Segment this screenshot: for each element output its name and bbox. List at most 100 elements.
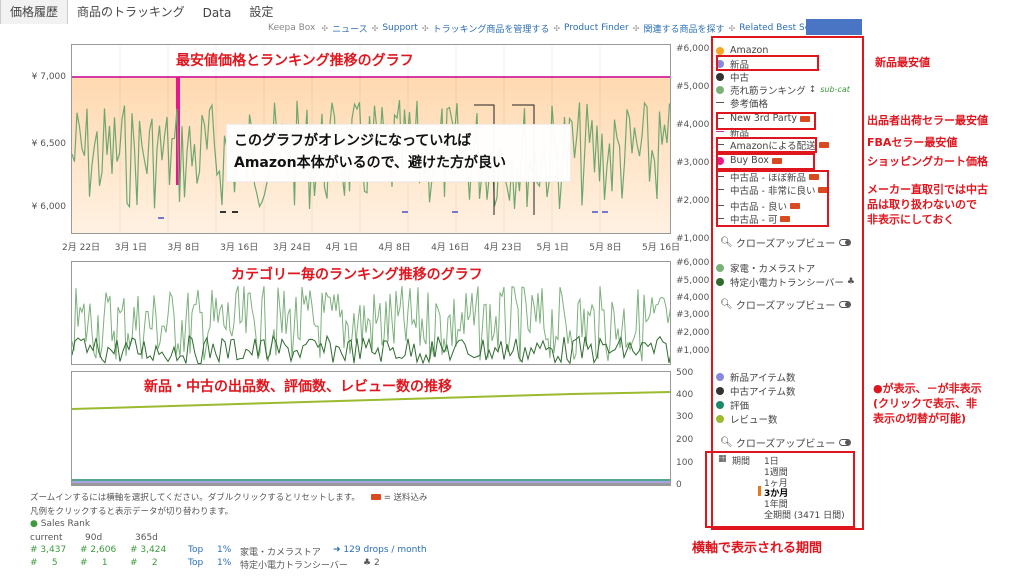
x-tick-label: 3月 24日 [272,243,311,253]
toggle-switch-icon[interactable] [839,301,852,308]
legend-label: 中古品 - 可 [730,214,778,226]
legend-item-new-3rd-party[interactable]: New 3rd Party [716,112,810,125]
legend-label: New 3rd Party [730,113,797,124]
closeup-label: クローズアップビュー [735,301,836,312]
legend-label: 新品 [730,127,750,139]
legend-dot-icon [716,156,724,165]
range-3months[interactable]: 3か月 [764,489,789,499]
shipping-truck-icon [799,115,810,122]
y-tick-rank: #5,000 [676,82,710,92]
closeup-toggle-3[interactable]: 🔍︎ クローズアップビュー [720,435,852,450]
legend-label: 中古 [730,72,750,84]
sales-rank-dot-icon: ● [30,519,38,529]
nav-link-manage-tracking[interactable]: トラッキング商品を管理する [432,24,550,35]
legend-item-list-price[interactable]: 参考価格 [716,96,768,110]
nav-link-product-finder[interactable]: Product Finder [564,23,629,33]
range-1month[interactable]: 1ヶ月 [764,479,788,489]
legend-item-sales-rank[interactable]: 売れ筋ランキング ↕ sub-cat [716,83,850,97]
legend-item-used-acceptable[interactable]: 中古品 - 可 [716,212,791,226]
row1-90d: # 2,606 [80,545,117,555]
nav-link-support[interactable]: Support [382,23,418,33]
legend-item-used-good[interactable]: 中古品 - 良い [716,199,800,213]
legend-item-used-very-good[interactable]: 中古品 - 非常に良い [716,183,829,197]
y-tick-rank: #6,000 [676,44,710,54]
y-tick-rank: #2,000 [676,328,710,338]
tab-price-history[interactable]: 価格履歴 [0,0,69,24]
y-tick-price: ¥ 6,500 [31,139,66,149]
toggle-switch-icon[interactable] [839,439,852,446]
legend-item-used[interactable]: 中古 [716,70,750,84]
legend-dot-icon [716,72,724,81]
x-tick-label: 4月 23日 [483,243,522,253]
legend-dot-icon [716,277,724,286]
y-tick-rank: #2,000 [676,196,710,206]
y-tick-count: 0 [676,480,682,490]
y-tick-price: ¥ 7,000 [31,72,66,82]
hierarchy-icon: ♣ [846,276,855,287]
category-rank-chart[interactable] [71,261,671,365]
nav-link-related-products[interactable]: 関連する商品を探す [643,24,725,35]
closeup-toggle-1[interactable]: 🔍︎ クローズアップビュー [720,235,852,250]
offer-marker [402,211,408,213]
legend-label: 新品 [730,59,750,71]
legend-item-review-count[interactable]: レビュー数 [716,412,778,426]
legend-dash-icon [716,205,724,206]
y-tick-count: 400 [676,390,694,400]
range-1year[interactable]: 1年間 [764,500,788,510]
tab-tracking[interactable]: 商品のトラッキング [77,5,185,19]
legend-item-used-like-new[interactable]: 中古品 - ほぼ新品 [716,170,819,184]
row2-extra: ♣ 2 [363,558,380,568]
x-tick-label: 4月 8日 [378,243,411,253]
legend-item-category[interactable]: 家電・カメラストア [716,261,816,275]
legend-item-rating[interactable]: 評価 [716,398,749,412]
toggle-switch-icon[interactable] [839,239,852,246]
closeup-toggle-2[interactable]: 🔍︎ クローズアップビュー [720,297,852,312]
calendar-icon: ▦ [718,454,727,464]
legend-item-new-pink[interactable]: 新品 [716,125,750,139]
legend-item-used-count[interactable]: 中古アイテム数 [716,384,796,398]
category-rank-chart-svg [72,285,670,364]
nav-link-related-best-sellers[interactable]: Related Best Sellers [739,23,830,33]
range-all[interactable]: 全期間 (3471 日間) [764,511,845,521]
row1-pct: 1% [217,545,232,555]
nav-blue-button[interactable] [806,19,862,35]
note-third-party: 出品者出荷セラー最安値 [867,114,988,127]
legend-item-new-count[interactable]: 新品アイテム数 [716,370,796,384]
value: 1 [101,558,108,568]
range-1day[interactable]: 1日 [764,457,779,467]
tab-settings[interactable]: 設定 [249,5,274,19]
zoom-hint-text: ズームインするには横軸を選択してください。ダブルクリックするとリセットします。 [30,493,360,503]
legend-item-subcategory[interactable]: 特定小電力トランシーバー ♣ [716,275,855,289]
subcategory-rank-line [72,334,670,364]
nav-separator-icon: ✣ [553,23,561,33]
x-tick-label: 5月 8日 [589,243,622,253]
range-1week[interactable]: 1週間 [764,468,788,478]
legend-item-new[interactable]: 新品 [716,57,750,71]
tab-data[interactable]: Data [202,6,232,20]
x-tick-label: 5月 1日 [536,243,569,253]
y-tick-rank: #6,000 [676,258,710,268]
legend-label: 新品アイテム数 [730,372,796,384]
note-toggle: ●が表示、－が非表示 (クリックで表示、非 表示の切替が可能) [873,381,982,426]
offer-marker [602,211,608,213]
offers-reviews-chart[interactable] [71,371,671,486]
chart1-markers [158,211,608,219]
legend-item-buybox[interactable]: Buy Box [716,154,782,167]
legend-label: Amazon [730,45,769,56]
y-tick-rank: #4,000 [676,120,710,130]
note-line: メーカー直取引では中古 [867,183,988,196]
row2-category[interactable]: 特定小電力トランシーバー [240,561,348,571]
x-tick-label: 3月 8日 [167,243,200,253]
sub-cat-toggle[interactable]: sub-cat [820,85,850,94]
legend-label: 売れ筋ランキング [730,85,806,97]
note-fba: FBAセラー最安値 [867,136,958,149]
legend-item-amazon[interactable]: Amazon [716,44,768,57]
row1-category[interactable]: 家電・カメラストア [240,548,321,558]
legend-label: 家電・カメラストア [730,263,816,275]
legend-item-fba[interactable]: Amazonによる配送 [716,138,829,152]
shipping-truck-icon [780,215,791,222]
nav-link-news[interactable]: ニュース [332,24,368,35]
legend-label: 中古アイテム数 [730,386,796,398]
value: 3,424 [140,545,167,555]
note-period: 横軸で表示される期間 [692,541,823,556]
